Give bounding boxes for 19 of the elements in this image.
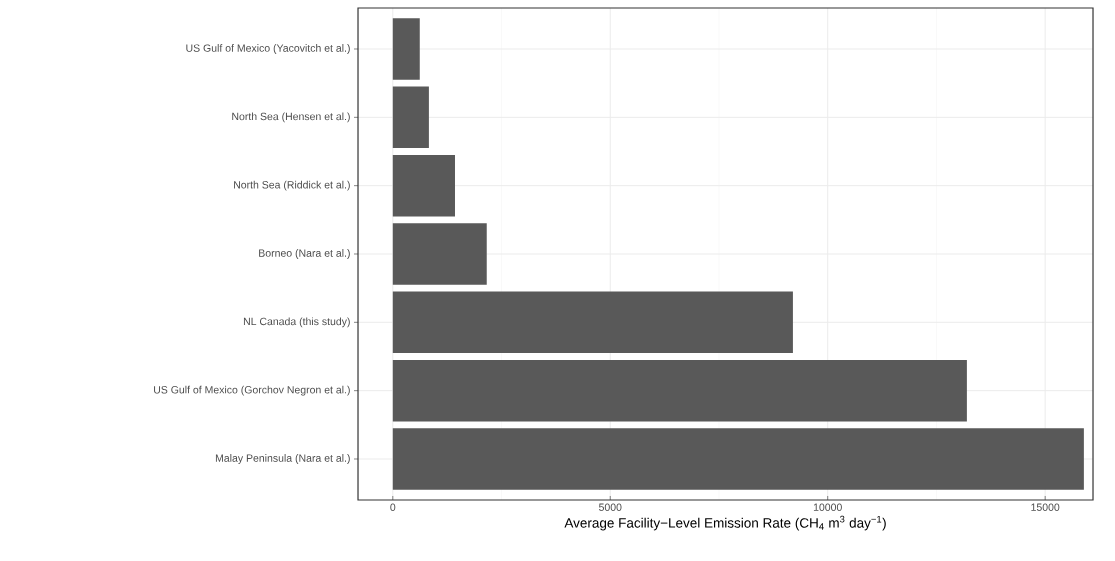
x-tick-label: 5000 [599,503,622,511]
y-tick-label: Borneo (Nara et al.) [259,249,350,259]
y-tick-label: NL Canada (this study) [243,317,350,328]
bar [392,223,487,285]
bar [392,18,420,80]
bar [392,291,793,354]
x-tick-label: 15000 [1031,503,1060,511]
y-tick-label: North Sea (Hensen et al.) [232,112,350,123]
y-tick-label: North Sea (Riddick et al.) [234,180,350,191]
y-tick-label: US Gulf of Mexico (Yacovitch et al.) [186,44,350,54]
y-tick-label: US Gulf of Mexico (Gorchov Negron et al.) [154,385,350,396]
x-tick-label: 0 [390,503,396,511]
bar [392,359,967,422]
bar [392,428,1084,490]
y-tick-label: Malay Peninsula (Nara et al.) [215,454,350,464]
bar [392,154,455,217]
x-axis-title: Average Facility−Level Emission Rate (CH$_{4}$ m$^{3}$ day$^{−1}$) [564,515,886,531]
bar [392,86,429,149]
x-tick-label: 10000 [813,503,842,511]
